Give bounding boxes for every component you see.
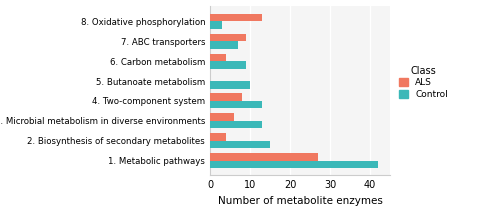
Bar	[210, 133, 226, 141]
Bar	[210, 153, 318, 160]
Bar	[210, 14, 262, 21]
Bar	[210, 121, 262, 128]
Bar	[210, 61, 246, 69]
Bar	[210, 34, 246, 41]
Bar	[210, 54, 226, 61]
Legend: ALS, Control: ALS, Control	[396, 63, 450, 102]
Bar	[210, 21, 222, 29]
Bar	[210, 141, 270, 148]
X-axis label: Number of metabolite enzymes: Number of metabolite enzymes	[218, 196, 382, 206]
Bar	[210, 160, 378, 168]
Bar	[210, 101, 262, 108]
Bar	[210, 93, 242, 101]
Bar	[210, 81, 250, 89]
Bar	[210, 113, 234, 121]
Bar	[210, 41, 238, 49]
